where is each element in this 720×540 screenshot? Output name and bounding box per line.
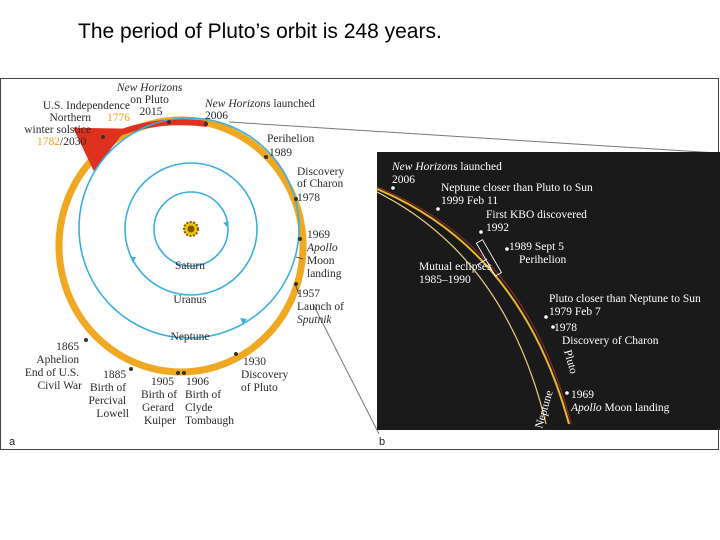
b-perihelion-date: 1989 Sept 5 — [509, 241, 564, 253]
nh-launched-year: 2006 — [205, 110, 228, 122]
b-nh-year: 2006 — [392, 174, 415, 186]
pluto-orbit-arc — [376, 188, 570, 425]
nh-pluto-label: New Horizons on Pluto 2015 — [116, 82, 185, 118]
tombaugh-label: 1906 Birth of Clyde Tombaugh — [185, 376, 234, 427]
b-mutual-eclipses: Mutual eclipses — [419, 261, 492, 273]
pluto-orbit-figure: New Horizons on Pluto 2015 U.S. Independ… — [0, 78, 720, 450]
panel-a: New Horizons on Pluto 2015 U.S. Independ… — [9, 82, 718, 448]
saturn-orbit-arrow — [223, 221, 230, 227]
neptune-orbit — [78, 117, 300, 339]
b-pluto-closer: Pluto closer than Neptune to Sun — [549, 293, 701, 305]
apollo-label: 1969 Apollo Moon landing — [306, 229, 342, 280]
kuiper-label: 1905 Birth of Gerard Kuiper — [141, 376, 180, 427]
b-apollo-year: 1969 — [571, 389, 594, 401]
b-neptune-closer: Neptune closer than Pluto to Sun — [441, 182, 593, 194]
year-1776-label: 1776 — [107, 112, 130, 124]
panel-b: New Horizons launched 2006 Neptune close… — [376, 152, 720, 448]
b-pluto-closer-date: 1979 Feb 7 — [549, 306, 601, 318]
b-charon-year: 1978 — [554, 322, 577, 334]
sun-icon — [183, 221, 199, 237]
neptune-label: Neptune — [171, 331, 210, 343]
us-independence-label: U.S. Independence — [43, 100, 130, 112]
winter-solstice-label-2: winter solstice — [24, 124, 91, 136]
winter-solstice-label-1: Northern — [49, 112, 91, 124]
b-charon: Discovery of Charon — [562, 335, 659, 347]
panel-a-tag: a — [9, 436, 16, 448]
panel-b-background — [377, 152, 720, 430]
zoom-connector-bottom — [312, 303, 380, 435]
neptune-orbit-arc — [376, 191, 547, 425]
mutual-eclipses-leader — [476, 258, 488, 266]
b-nh-launched: New Horizons launched — [391, 161, 502, 173]
b-mutual-eclipses-years: 1985–1990 — [419, 274, 471, 286]
b-kbo: First KBO discovered — [486, 209, 587, 221]
b-neptune-closer-date: 1999 Feb 11 — [441, 195, 498, 207]
apollo-leader — [295, 256, 304, 260]
saturn-label: Saturn — [175, 260, 205, 272]
b-perihelion: Perihelion — [519, 254, 567, 266]
perihelion-label: Perihelion 1989 — [267, 133, 317, 159]
panel-b-tag: b — [379, 436, 385, 448]
panel-b-markers — [391, 186, 569, 395]
uranus-orbit — [124, 162, 258, 296]
charon-discovery-label: Discovery of Charon 1978 — [297, 166, 347, 204]
figure-svg: New Horizons on Pluto 2015 U.S. Independ… — [9, 82, 720, 448]
b-apollo: Apollo Moon landing — [570, 402, 670, 414]
saturn-orbit — [153, 191, 229, 267]
b-kbo-year: 1992 — [486, 222, 509, 234]
lowell-label: 1885 Birth of Percival Lowell — [88, 369, 129, 420]
pluto-discovery-label: 1930 Discovery of Pluto — [241, 356, 291, 394]
aphelion-label: 1865 Aphelion End of U.S. Civil War — [25, 341, 82, 392]
solstice-years: 1782/2030 — [37, 136, 86, 148]
pluto-orbit-markers — [84, 120, 302, 375]
nh-launched-label: New Horizons launched — [204, 98, 315, 110]
nh-trajectory-arc — [376, 186, 572, 425]
uranus-orbit-arrow — [130, 257, 136, 263]
slide-title: The period of Pluto’s orbit is 248 years… — [78, 20, 442, 43]
neptune-orbit-arrow — [240, 318, 247, 324]
sputnik-label: 1957 Launch of Sputnik — [297, 288, 347, 326]
uranus-label: Uranus — [173, 294, 207, 306]
sputnik-leader — [294, 283, 300, 295]
zoom-connector-top — [228, 121, 718, 154]
